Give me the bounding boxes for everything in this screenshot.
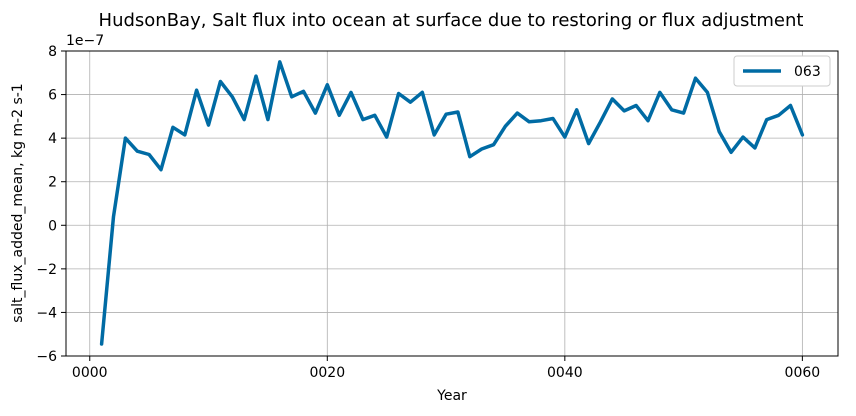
x-axis-label: Year [436, 388, 467, 404]
x-tick-label: 0060 [785, 365, 821, 381]
grid-lines [66, 50, 838, 357]
y-tick-label: 4 [48, 131, 57, 147]
y-axis-offset-label: 1e−7 [66, 33, 104, 49]
x-tick-label: 0000 [72, 365, 108, 381]
legend: 063 [733, 55, 831, 87]
series-line-063 [99, 60, 805, 346]
axes-frame [65, 50, 839, 357]
y-axis-label: salt_flux_added_mean, kg m-2 s-1 [10, 83, 26, 322]
y-tick-label: −2 [36, 262, 57, 278]
legend-label-063: 063 [794, 64, 821, 80]
plot-area [99, 60, 805, 346]
chart-title: HudsonBay, Salt flux into ocean at surfa… [99, 10, 804, 31]
y-tick-label: −6 [36, 349, 57, 365]
x-tick-label: 0020 [309, 365, 345, 381]
y-tick-label: 2 [48, 175, 57, 191]
legend-frame [733, 55, 831, 87]
y-tick-label: 8 [48, 44, 57, 60]
y-tick-label: 0 [48, 218, 57, 234]
axes: 0000 0020 0040 0060 −6 −4 −2 0 2 4 6 8 [36, 44, 839, 381]
y-tick-label: −4 [36, 305, 57, 321]
x-tick-label: 0040 [547, 365, 583, 381]
y-tick-label: 6 [48, 88, 57, 104]
